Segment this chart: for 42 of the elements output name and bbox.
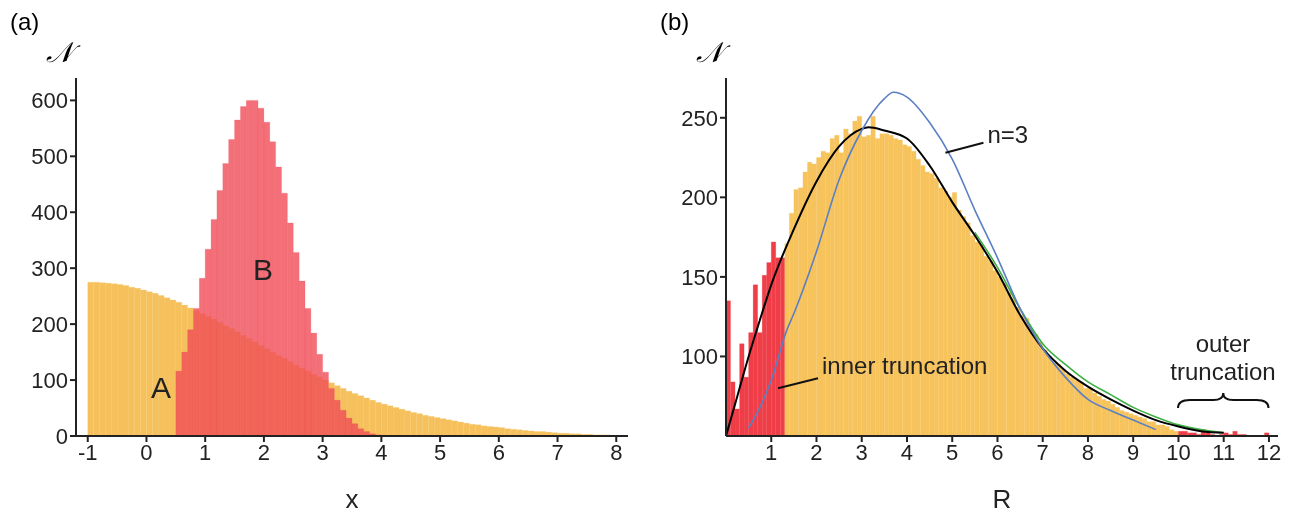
y-tick-label: 600 (31, 88, 68, 114)
x-tick-label: 7 (1036, 439, 1049, 465)
chart-title: (a) (10, 8, 40, 36)
annotation: n=3 (987, 120, 1029, 148)
x-axis-title: x (345, 484, 359, 514)
y-tick-label: 400 (31, 200, 68, 226)
y-tick-label: 100 (31, 367, 68, 393)
y-tick-label: 150 (681, 264, 718, 290)
y-tick-label: 200 (681, 185, 718, 211)
x-tick-label: 2 (810, 439, 823, 465)
y-tick-label: 0 (55, 423, 68, 449)
x-tick-label: 8 (610, 439, 623, 465)
annotation: A (150, 371, 172, 405)
y-tick-label: 100 (681, 344, 718, 370)
x-tick-label: -1 (77, 439, 98, 465)
x-tick-label: 1 (765, 439, 778, 465)
x-tick-label: 12 (1256, 439, 1282, 465)
y-tick-label: 300 (31, 256, 68, 281)
x-tick-label: 2 (257, 439, 271, 465)
x-tick-label: 4 (375, 439, 388, 465)
x-tick-label: 0 (140, 439, 153, 465)
x-tick-label: 8 (1081, 439, 1095, 465)
x-tick-label: 6 (492, 439, 505, 465)
x-tick-label: 10 (1166, 439, 1191, 465)
y-tick-label: 200 (31, 311, 68, 337)
y-tick-label: 500 (31, 144, 68, 170)
x-tick-label: 6 (991, 439, 1004, 465)
x-tick-label: 1 (199, 439, 212, 465)
annotation: B (252, 253, 274, 287)
x-axis-title: R (992, 484, 1012, 514)
y-tick-label: 250 (681, 105, 718, 131)
x-tick-label: 9 (1127, 439, 1140, 465)
annotation: inner truncation (822, 352, 988, 380)
x-tick-label: 5 (946, 439, 959, 465)
x-tick-label: 3 (316, 439, 329, 465)
x-tick-label: 5 (433, 439, 447, 465)
x-tick-label: 11 (1212, 439, 1236, 465)
chart-title: (b) (660, 8, 690, 36)
x-tick-label: 7 (551, 439, 564, 465)
x-tick-label: 4 (900, 439, 914, 465)
x-tick-label: 3 (855, 439, 868, 465)
annotation: outer truncation (1169, 330, 1277, 386)
